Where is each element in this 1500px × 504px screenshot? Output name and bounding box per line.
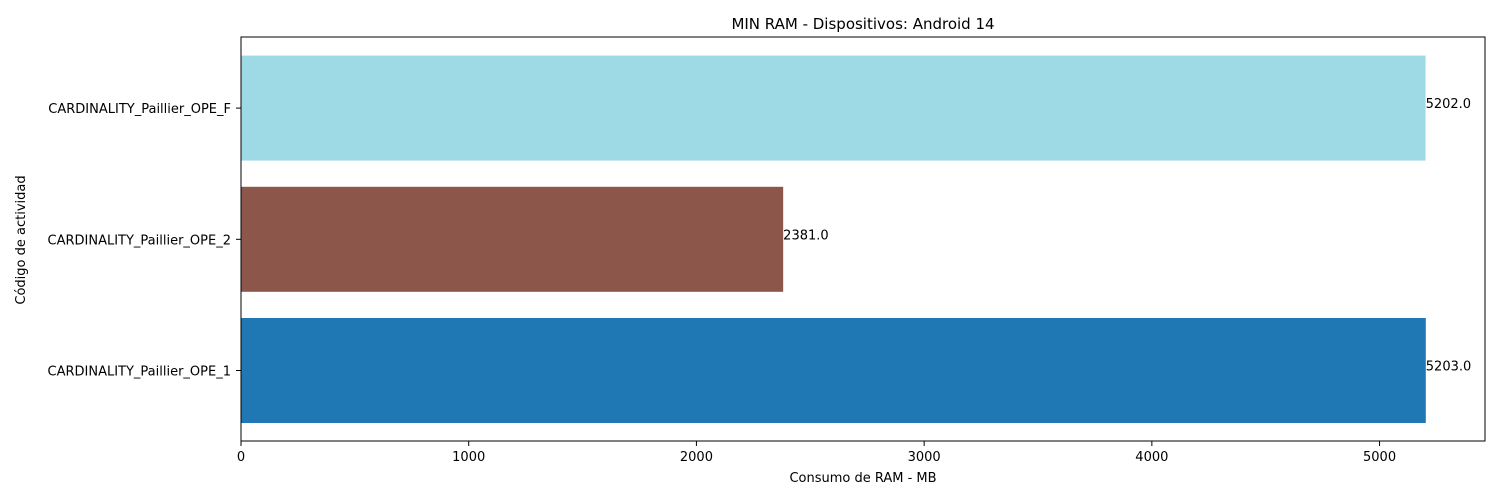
bars-layer — [241, 55, 1426, 423]
bar-cardinality-paillier-ope-2 — [241, 186, 784, 292]
x-tick-label: 0 — [237, 450, 245, 465]
chart-title: MIN RAM - Dispositivos: Android 14 — [731, 15, 994, 33]
y-axis: CARDINALITY_Paillier_OPE_1 CARDINALITY_Pa… — [48, 102, 241, 380]
bar-cardinality-paillier-ope-f — [241, 55, 1426, 161]
y-tick-label: CARDINALITY_Paillier_OPE_1 — [48, 365, 232, 380]
value-labels-layer: 5203.0 2381.0 5202.0 — [783, 97, 1471, 374]
y-tick-label: CARDINALITY_Paillier_OPE_F — [48, 102, 231, 117]
y-tick-label: CARDINALITY_Paillier_OPE_2 — [48, 233, 232, 248]
x-tick-label: 5000 — [1363, 450, 1396, 465]
bar-value-label: 5202.0 — [1426, 97, 1472, 112]
x-tick-label: 4000 — [1135, 450, 1168, 465]
plot-frame — [240, 36, 1486, 442]
x-tick-label: 1000 — [452, 450, 485, 465]
x-axis: 0 1000 2000 3000 4000 5000 — [237, 441, 1396, 465]
bar-cardinality-paillier-ope-1 — [241, 318, 1426, 423]
x-tick-label: 3000 — [908, 450, 941, 465]
bar-value-label: 2381.0 — [783, 228, 829, 243]
x-axis-label: Consumo de RAM - MB — [789, 471, 936, 486]
y-axis-label: Código de actividad — [14, 175, 29, 304]
bar-value-label: 5203.0 — [1426, 360, 1472, 375]
x-tick-label: 2000 — [680, 450, 713, 465]
